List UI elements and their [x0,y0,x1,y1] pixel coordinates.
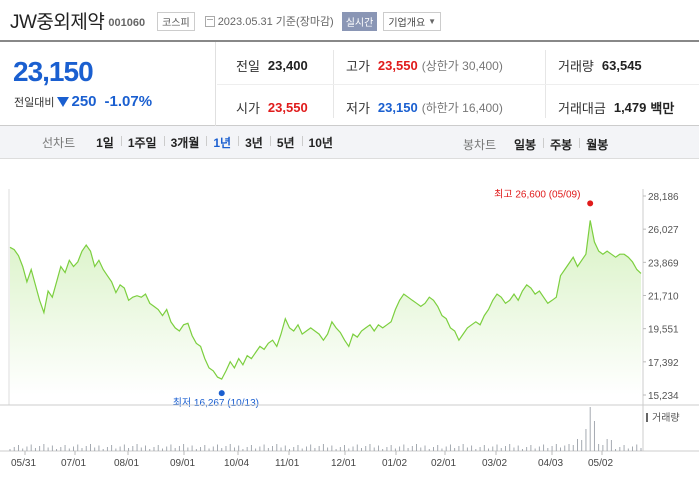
volume-label: 거래량 [558,58,594,74]
high-price: 고가 23,550 (상한가 30,400) [346,55,503,75]
open-price: 시가 23,550 [236,97,308,117]
upper-limit-label: 상한가 [425,58,459,73]
volume-bars [9,407,642,451]
x-tick-label: 08/01 [114,458,139,469]
company-info-label: 기업개요 [388,17,426,29]
x-tick-label: 03/02 [482,458,507,469]
stock-header: JW중외제약 001060 코스피 2023.05.31 기준(장마감) 실시간… [0,0,699,40]
x-tick-label: 07/01 [61,458,86,469]
upper-limit-value: 30,400 [462,58,499,73]
change-percent: -1.07% [104,93,153,110]
stock-name: JW중외제약 [10,11,105,33]
x-tick-label: 02/01 [431,458,456,469]
volume-legend-swatch [646,413,648,422]
trade-value-value: 1,479 [613,99,647,115]
y-tick-label: 15,234 [648,391,679,402]
x-tick-label: 10/04 [224,458,249,469]
high-label: 고가 [346,58,370,74]
quote-panel: 23,150 전일대비 250 -1.07% 전일 23,400 고가 23,5… [0,40,699,126]
stock-code: 001060 [108,16,146,29]
lower-limit-label: 하한가 [425,100,459,115]
current-price: 23,150 [13,56,94,87]
candle-weekly[interactable]: 주봉 [543,136,579,153]
trade-value-unit: 백만 [650,100,675,116]
x-tick-label: 11/01 [275,458,300,469]
low-value: 23,150 [377,99,418,115]
x-tick-label: 09/01 [170,458,195,469]
x-tick-label: 12/01 [331,458,356,469]
low-price: 저가 23,150 (하한가 16,400) [346,97,503,117]
quote-date: 2023.05.31 기준(장마감) [217,16,334,28]
change-label: 전일대비 [14,96,55,109]
change-line: 전일대비 250 -1.07% [14,93,152,110]
low-annotation: 최저 16,267 (10/13) [173,397,259,409]
current-price-panel: 23,150 전일대비 250 -1.07% [0,42,216,126]
down-arrow-icon [57,96,70,107]
x-tick-label: 04/03 [538,458,563,469]
period-3m[interactable]: 3개월 [163,134,207,151]
candle-chart-label: 봉차트 [463,138,497,152]
volume: 거래량 63,545 [558,55,642,75]
y-tick-label: 17,392 [648,358,679,369]
lower-limit: (하한가 16,400) [421,100,503,115]
x-tick-label: 01/02 [382,458,407,469]
prev-close: 전일 23,400 [236,55,308,75]
period-3y[interactable]: 3년 [238,134,270,151]
price-line [9,220,642,380]
price-chart-svg[interactable]: 28,186 26,027 23,869 21,710 19,551 17,392 15,2… [0,159,699,482]
period-1w[interactable]: 1주일 [120,134,164,151]
low-label: 저가 [346,100,370,116]
y-tick-label: 21,710 [648,292,679,303]
candle-types: 일봉 주봉 월봉 [507,136,615,153]
change-value: 250 [71,93,97,110]
divider [217,84,699,85]
realtime-button[interactable]: 실시간 [341,11,378,31]
y-tick-label: 26,027 [648,225,679,236]
period-1y[interactable]: 1년 [206,134,238,151]
high-value: 23,550 [377,57,418,73]
open-label: 시가 [236,100,260,116]
high-annotation: 최고 26,600 (05/09) [494,188,580,200]
period-bar: 선차트 1일 1주일 3개월 1년 3년 5년 10년 봉차트 일봉 주봉 월봉 [0,126,699,159]
trade-value: 거래대금 1,479 백만 [558,97,674,117]
y-tick-label: 19,551 [648,325,679,336]
trade-value-label: 거래대금 [558,100,606,116]
period-5y[interactable]: 5년 [269,134,302,151]
candle-daily[interactable]: 일봉 [514,138,537,152]
low-marker [218,390,225,397]
prev-close-label: 전일 [236,58,260,74]
upper-limit: (상한가 30,400) [421,58,503,73]
market-badge: 코스피 [157,11,195,31]
lower-limit-value: 16,400 [462,100,499,115]
y-tick-label: 23,869 [648,258,679,269]
calendar-icon [204,15,215,27]
company-info-button[interactable]: 기업개요 ▼ [383,11,442,31]
chevron-down-icon: ▼ [428,16,437,26]
candle-monthly[interactable]: 월봉 [579,136,615,153]
volume-value: 63,545 [601,57,642,73]
line-chart-label: 선차트 [42,135,76,150]
x-tick-label: 05/31 [11,458,36,469]
price-area [10,220,641,395]
period-1d[interactable]: 1일 [96,135,114,150]
y-tick-label: 28,186 [648,192,679,203]
prev-close-value: 23,400 [267,57,308,73]
volume-label: 거래량 [652,412,680,424]
period-10y[interactable]: 10년 [301,134,340,151]
high-marker [587,200,594,207]
open-value: 23,550 [267,99,308,115]
price-chart[interactable]: 28,186 26,027 23,869 21,710 19,551 17,392 15,2… [0,159,699,482]
x-tick-label: 05/02 [588,458,613,469]
